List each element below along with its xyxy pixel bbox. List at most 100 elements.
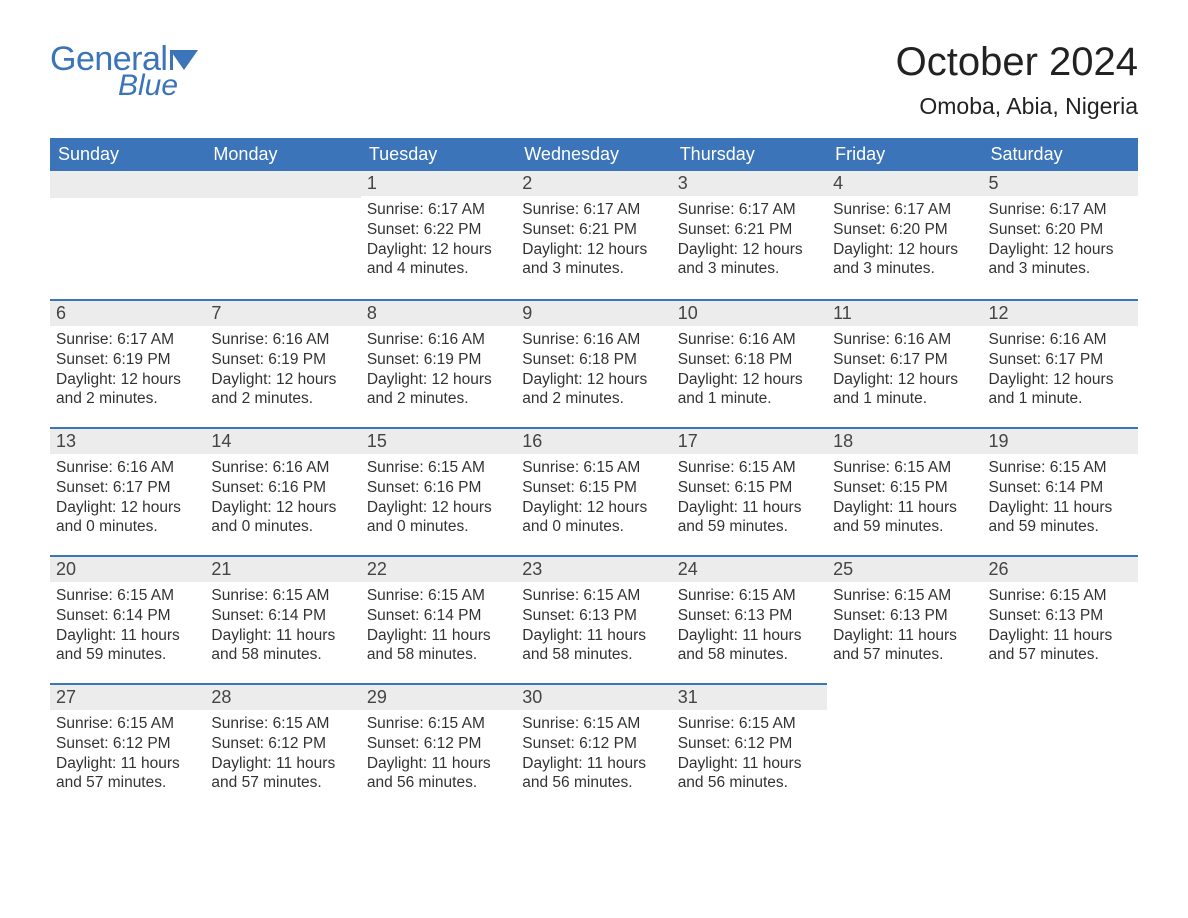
calendar-cell: 31Sunrise: 6:15 AMSunset: 6:12 PMDayligh… [672, 683, 827, 811]
sunset-text: Sunset: 6:17 PM [56, 478, 199, 498]
sunset-text: Sunset: 6:13 PM [989, 606, 1132, 626]
sunrise-text: Sunrise: 6:15 AM [678, 714, 821, 734]
daylight-text: Daylight: 12 hours and 1 minute. [833, 370, 976, 410]
daylight-text: Daylight: 11 hours and 59 minutes. [833, 498, 976, 538]
day-details: Sunrise: 6:17 AMSunset: 6:20 PMDaylight:… [983, 196, 1138, 285]
daylight-text: Daylight: 11 hours and 59 minutes. [678, 498, 821, 538]
day-details: Sunrise: 6:17 AMSunset: 6:22 PMDaylight:… [361, 196, 516, 285]
calendar-cell: 9Sunrise: 6:16 AMSunset: 6:18 PMDaylight… [516, 299, 671, 427]
day-details: Sunrise: 6:17 AMSunset: 6:21 PMDaylight:… [516, 196, 671, 285]
sunset-text: Sunset: 6:14 PM [989, 478, 1132, 498]
sunset-text: Sunset: 6:14 PM [211, 606, 354, 626]
sunrise-text: Sunrise: 6:17 AM [678, 200, 821, 220]
sunset-text: Sunset: 6:15 PM [833, 478, 976, 498]
location-subtitle: Omoba, Abia, Nigeria [896, 93, 1138, 120]
sunset-text: Sunset: 6:18 PM [522, 350, 665, 370]
day-details: Sunrise: 6:15 AMSunset: 6:13 PMDaylight:… [827, 582, 982, 671]
day-number: 25 [827, 555, 982, 582]
daylight-text: Daylight: 12 hours and 3 minutes. [678, 240, 821, 280]
day-number: 3 [672, 171, 827, 196]
day-details: Sunrise: 6:17 AMSunset: 6:21 PMDaylight:… [672, 196, 827, 285]
day-details: Sunrise: 6:16 AMSunset: 6:17 PMDaylight:… [50, 454, 205, 543]
day-details: Sunrise: 6:15 AMSunset: 6:14 PMDaylight:… [983, 454, 1138, 543]
sunrise-text: Sunrise: 6:16 AM [56, 458, 199, 478]
sunrise-text: Sunrise: 6:17 AM [989, 200, 1132, 220]
calendar-cell: 6Sunrise: 6:17 AMSunset: 6:19 PMDaylight… [50, 299, 205, 427]
calendar-cell: 18Sunrise: 6:15 AMSunset: 6:15 PMDayligh… [827, 427, 982, 555]
daylight-text: Daylight: 12 hours and 2 minutes. [522, 370, 665, 410]
day-details: Sunrise: 6:15 AMSunset: 6:12 PMDaylight:… [361, 710, 516, 799]
day-number: 15 [361, 427, 516, 454]
daylight-text: Daylight: 11 hours and 57 minutes. [833, 626, 976, 666]
day-details: Sunrise: 6:16 AMSunset: 6:17 PMDaylight:… [827, 326, 982, 415]
header: General Blue October 2024 Omoba, Abia, N… [50, 40, 1138, 120]
daylight-text: Daylight: 11 hours and 56 minutes. [678, 754, 821, 794]
calendar-cell: 8Sunrise: 6:16 AMSunset: 6:19 PMDaylight… [361, 299, 516, 427]
calendar-cell: 5Sunrise: 6:17 AMSunset: 6:20 PMDaylight… [983, 171, 1138, 299]
calendar-cell: 29Sunrise: 6:15 AMSunset: 6:12 PMDayligh… [361, 683, 516, 811]
daylight-text: Daylight: 12 hours and 2 minutes. [367, 370, 510, 410]
day-number: 20 [50, 555, 205, 582]
logo-flag-icon [170, 50, 198, 70]
day-number: 22 [361, 555, 516, 582]
day-details: Sunrise: 6:15 AMSunset: 6:15 PMDaylight:… [672, 454, 827, 543]
calendar-cell: 26Sunrise: 6:15 AMSunset: 6:13 PMDayligh… [983, 555, 1138, 683]
daylight-text: Daylight: 11 hours and 56 minutes. [367, 754, 510, 794]
sunset-text: Sunset: 6:19 PM [367, 350, 510, 370]
sunset-text: Sunset: 6:17 PM [833, 350, 976, 370]
weekday-header: Saturday [983, 138, 1138, 171]
sunset-text: Sunset: 6:14 PM [367, 606, 510, 626]
daylight-text: Daylight: 12 hours and 3 minutes. [522, 240, 665, 280]
sunset-text: Sunset: 6:14 PM [56, 606, 199, 626]
sunset-text: Sunset: 6:12 PM [56, 734, 199, 754]
day-number: 4 [827, 171, 982, 196]
sunrise-text: Sunrise: 6:16 AM [211, 458, 354, 478]
day-number: 30 [516, 683, 671, 710]
sunrise-text: Sunrise: 6:15 AM [833, 586, 976, 606]
daylight-text: Daylight: 12 hours and 2 minutes. [56, 370, 199, 410]
day-number: 17 [672, 427, 827, 454]
daylight-text: Daylight: 12 hours and 0 minutes. [56, 498, 199, 538]
sunset-text: Sunset: 6:12 PM [367, 734, 510, 754]
day-details: Sunrise: 6:15 AMSunset: 6:12 PMDaylight:… [205, 710, 360, 799]
sunrise-text: Sunrise: 6:15 AM [678, 586, 821, 606]
day-number: 23 [516, 555, 671, 582]
calendar-cell: 17Sunrise: 6:15 AMSunset: 6:15 PMDayligh… [672, 427, 827, 555]
calendar-week-row: 1Sunrise: 6:17 AMSunset: 6:22 PMDaylight… [50, 171, 1138, 299]
sunrise-text: Sunrise: 6:17 AM [367, 200, 510, 220]
page-title: October 2024 [896, 40, 1138, 85]
daylight-text: Daylight: 12 hours and 3 minutes. [833, 240, 976, 280]
daylight-text: Daylight: 11 hours and 57 minutes. [211, 754, 354, 794]
sunset-text: Sunset: 6:12 PM [678, 734, 821, 754]
day-number: 7 [205, 299, 360, 326]
weekday-header: Sunday [50, 138, 205, 171]
daylight-text: Daylight: 12 hours and 2 minutes. [211, 370, 354, 410]
sunset-text: Sunset: 6:15 PM [522, 478, 665, 498]
title-block: October 2024 Omoba, Abia, Nigeria [896, 40, 1138, 120]
sunset-text: Sunset: 6:21 PM [678, 220, 821, 240]
calendar-cell: 1Sunrise: 6:17 AMSunset: 6:22 PMDaylight… [361, 171, 516, 299]
sunrise-text: Sunrise: 6:15 AM [522, 458, 665, 478]
weekday-header: Wednesday [516, 138, 671, 171]
sunset-text: Sunset: 6:21 PM [522, 220, 665, 240]
sunrise-text: Sunrise: 6:16 AM [833, 330, 976, 350]
day-number: 6 [50, 299, 205, 326]
sunrise-text: Sunrise: 6:17 AM [833, 200, 976, 220]
sunset-text: Sunset: 6:16 PM [211, 478, 354, 498]
daylight-text: Daylight: 11 hours and 58 minutes. [678, 626, 821, 666]
calendar-cell: 30Sunrise: 6:15 AMSunset: 6:12 PMDayligh… [516, 683, 671, 811]
daylight-text: Daylight: 12 hours and 0 minutes. [211, 498, 354, 538]
day-details: Sunrise: 6:15 AMSunset: 6:13 PMDaylight:… [672, 582, 827, 671]
day-details: Sunrise: 6:15 AMSunset: 6:15 PMDaylight:… [516, 454, 671, 543]
sunrise-text: Sunrise: 6:15 AM [367, 458, 510, 478]
calendar-cell: 14Sunrise: 6:16 AMSunset: 6:16 PMDayligh… [205, 427, 360, 555]
sunrise-text: Sunrise: 6:15 AM [989, 586, 1132, 606]
daylight-text: Daylight: 12 hours and 0 minutes. [367, 498, 510, 538]
weekday-header: Friday [827, 138, 982, 171]
sunset-text: Sunset: 6:13 PM [678, 606, 821, 626]
sunrise-text: Sunrise: 6:16 AM [678, 330, 821, 350]
calendar-cell: 12Sunrise: 6:16 AMSunset: 6:17 PMDayligh… [983, 299, 1138, 427]
calendar-cell: 4Sunrise: 6:17 AMSunset: 6:20 PMDaylight… [827, 171, 982, 299]
sunrise-text: Sunrise: 6:16 AM [989, 330, 1132, 350]
sunset-text: Sunset: 6:18 PM [678, 350, 821, 370]
